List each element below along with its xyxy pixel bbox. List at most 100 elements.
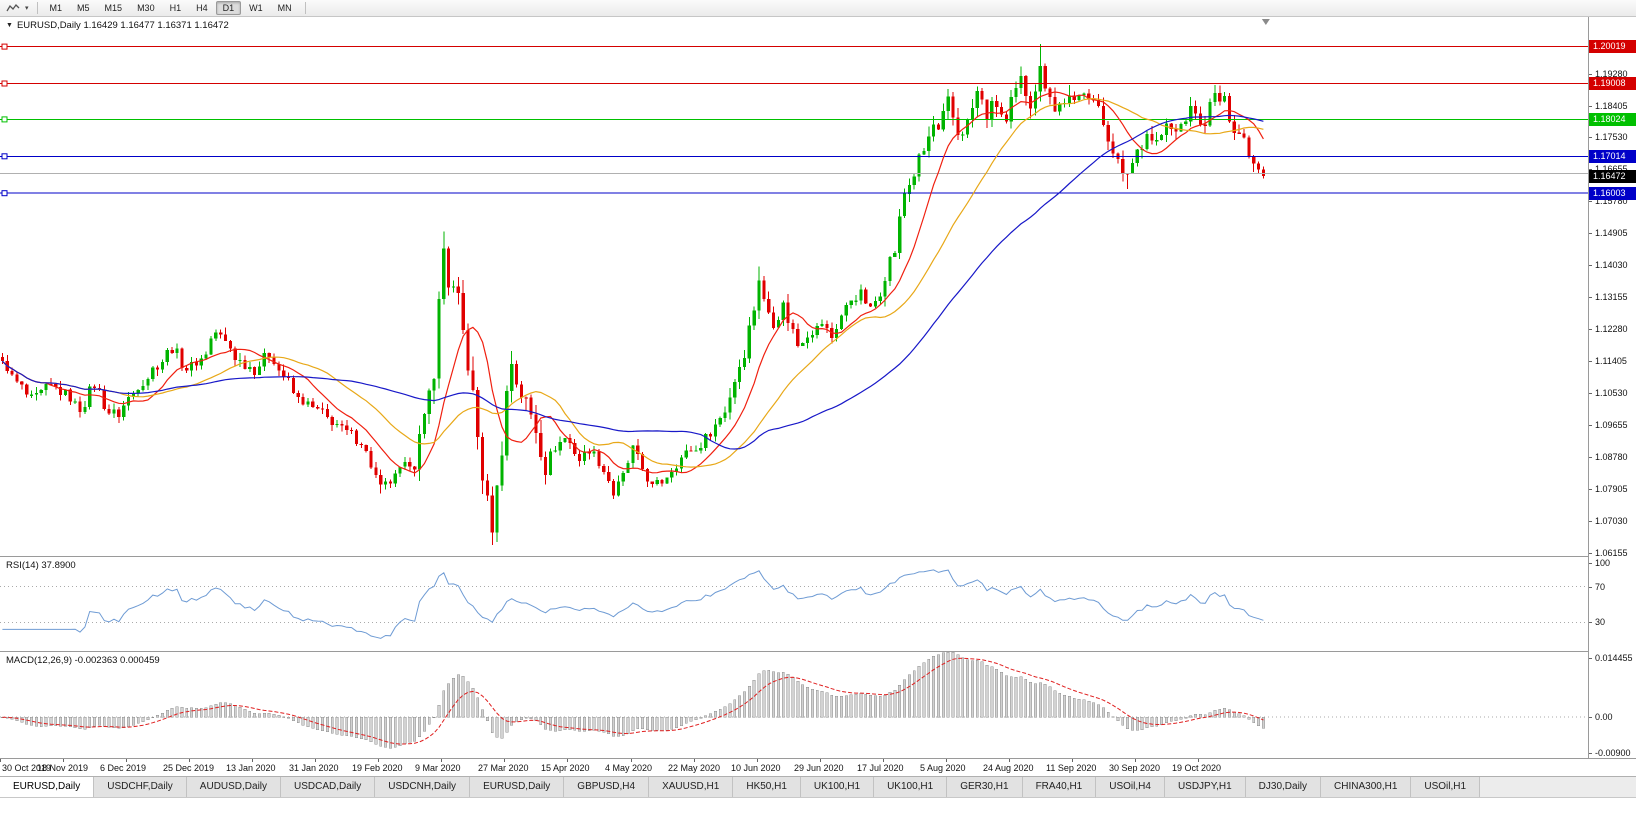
time-axis[interactable]: 30 Oct 2019 18 Nov 2019 6 Dec 2019 25 Dec 2… — [0, 759, 1636, 776]
chart-tab-gbpusd-h4[interactable]: GBPUSD,H4 — [564, 777, 650, 797]
macd-histogram — [0, 652, 1265, 749]
chart-tab-xauusd-h1[interactable]: XAUUSD,H1 — [649, 777, 734, 797]
chart-tab-audusd-daily[interactable]: AUDUSD,Daily — [186, 777, 282, 797]
chart-title: ▼ EURUSD,Daily 1.16429 1.16477 1.16371 1… — [6, 20, 229, 31]
time-label: 5 Aug 2020 — [920, 763, 966, 773]
hline-handle[interactable] — [1, 43, 8, 50]
price-chart-canvas[interactable] — [0, 17, 1588, 556]
price-tick-label: 1.11405 — [1595, 356, 1627, 366]
time-tick — [1198, 759, 1199, 762]
hline-handle[interactable] — [1, 153, 8, 160]
price-tick-label: 1.16655 — [1595, 164, 1628, 174]
time-tick — [0, 759, 1, 762]
price-tick — [1589, 457, 1592, 458]
chart-tab-uk100-h1[interactable]: UK100,H1 — [874, 777, 948, 797]
price-tick — [1589, 106, 1592, 107]
time-tick — [126, 759, 127, 762]
hline-handle[interactable] — [1, 190, 8, 197]
chart-tab-uk100-h1[interactable]: UK100,H1 — [800, 777, 875, 797]
price-tick-label: 1.14905 — [1595, 228, 1628, 238]
macd-signal-line — [2, 657, 1264, 745]
time-label: 27 Mar 2020 — [478, 763, 529, 773]
timeframe-mn[interactable]: MN — [271, 1, 299, 15]
price-axis[interactable]: 1.19280 1.18405 1.17530 1.16655 1.15780 1.149… — [1588, 17, 1636, 758]
timeframe-m30[interactable]: M30 — [130, 1, 162, 15]
macd-tick — [1589, 753, 1592, 754]
price-tick — [1589, 329, 1592, 330]
time-tick — [1072, 759, 1073, 762]
hline-handle[interactable] — [1, 80, 8, 87]
rsi-line — [2, 569, 1264, 639]
timeframe-m1[interactable]: M1 — [43, 1, 70, 15]
chart-tab-dj30-daily[interactable]: DJ30,Daily — [1245, 777, 1322, 797]
macd-panel[interactable]: MACD(12,26,9) -0.002363 0.000459 — [0, 652, 1588, 758]
time-tick — [441, 759, 442, 762]
panel-separator[interactable] — [0, 556, 1636, 557]
chart-tab-usdchf-daily[interactable]: USDCHF,Daily — [94, 777, 187, 797]
chart-tab-usoil-h1[interactable]: USOil,H1 — [1411, 777, 1481, 797]
rsi-panel[interactable]: RSI(14) 37.8900 — [0, 557, 1588, 651]
chart-tab-eurusd-daily[interactable]: EURUSD,Daily — [470, 777, 565, 797]
rsi-tick-label: 30 — [1595, 617, 1606, 627]
macd-title: MACD(12,26,9) -0.002363 0.000459 — [6, 655, 160, 666]
rsi-tick-label: 70 — [1595, 582, 1606, 592]
timeframe-h1[interactable]: H1 — [163, 1, 189, 15]
price-panel[interactable]: ▼ EURUSD,Daily 1.16429 1.16477 1.16371 1… — [0, 17, 1588, 556]
timeframe-m15[interactable]: M15 — [98, 1, 130, 15]
macd-tick-label: 0.00 — [1595, 712, 1613, 722]
chart-tab-usdjpy-h1[interactable]: USDJPY,H1 — [1164, 777, 1246, 797]
chart-tab-ger30-h1[interactable]: GER30,H1 — [947, 777, 1023, 797]
chart-tab-eurusd-daily[interactable]: EURUSD,Daily — [0, 777, 95, 797]
time-tick — [63, 759, 64, 762]
macd-chart-canvas[interactable] — [0, 652, 1588, 758]
price-tick — [1589, 297, 1592, 298]
chart-tab-usoil-h4[interactable]: USOil,H4 — [1096, 777, 1165, 797]
timeframe-m5[interactable]: M5 — [70, 1, 97, 15]
time-tick — [1009, 759, 1010, 762]
price-tick-label: 1.07030 — [1595, 516, 1628, 526]
price-tick — [1589, 553, 1592, 554]
chart-tab-usdcad-daily[interactable]: USDCAD,Daily — [281, 777, 376, 797]
timeframe-d1[interactable]: D1 — [215, 1, 242, 15]
time-tick — [189, 759, 190, 762]
collapse-icon[interactable]: ▼ — [6, 22, 13, 29]
chart-tab-bar: EURUSD,Daily USDCHF,Daily AUDUSD,Daily USDC… — [0, 776, 1636, 798]
time-label: 31 Jan 2020 — [289, 763, 339, 773]
price-line-badge: 1.18024 — [1589, 113, 1636, 126]
panel-separator — [0, 758, 1636, 759]
time-label: 30 Sep 2020 — [1109, 763, 1161, 773]
time-label: 13 Jan 2020 — [226, 763, 276, 773]
chart-tab-hk50-h1[interactable]: HK50,H1 — [733, 777, 801, 797]
chart-tab-usdcnh-daily[interactable]: USDCNH,Daily — [375, 777, 471, 797]
time-label: 19 Feb 2020 — [352, 763, 403, 773]
time-label: 18 Nov 2019 — [37, 763, 89, 773]
time-label: 11 Sep 2020 — [1046, 763, 1097, 773]
rsi-tick-label: 100 — [1595, 558, 1611, 568]
rsi-tick — [1589, 587, 1592, 588]
time-label: 6 Dec 2019 — [100, 763, 147, 773]
time-tick — [567, 759, 568, 762]
rsi-tick — [1589, 563, 1592, 564]
time-tick — [694, 759, 695, 762]
rsi-chart-canvas[interactable] — [0, 557, 1588, 651]
time-label: 10 Jun 2020 — [731, 763, 781, 773]
time-label: 15 Apr 2020 — [541, 763, 590, 773]
time-tick — [820, 759, 821, 762]
chart-shift-marker[interactable] — [1261, 19, 1270, 25]
chart-tab-china300-h1[interactable]: CHINA300,H1 — [1321, 777, 1412, 797]
time-label: 30 Oct 2019 — [2, 763, 52, 773]
ma-55-line — [1, 114, 1264, 450]
chart-tab-fra40-h1[interactable]: FRA40,H1 — [1022, 777, 1097, 797]
timeframe-h4[interactable]: H4 — [189, 1, 215, 15]
chevron-down-icon[interactable]: ▾ — [25, 5, 29, 12]
timeframe-w1[interactable]: W1 — [242, 1, 270, 15]
price-tick-label: 1.19280 — [1595, 69, 1628, 79]
time-label: 24 Aug 2020 — [983, 763, 1034, 773]
panel-separator[interactable] — [0, 651, 1636, 652]
chart-line-style-icon[interactable] — [4, 1, 22, 16]
ma-10-line — [1, 91, 1264, 474]
price-line-badge: 1.19008 — [1589, 77, 1636, 90]
hline-handle[interactable] — [1, 116, 8, 123]
price-tick-label: 1.14030 — [1595, 260, 1628, 270]
